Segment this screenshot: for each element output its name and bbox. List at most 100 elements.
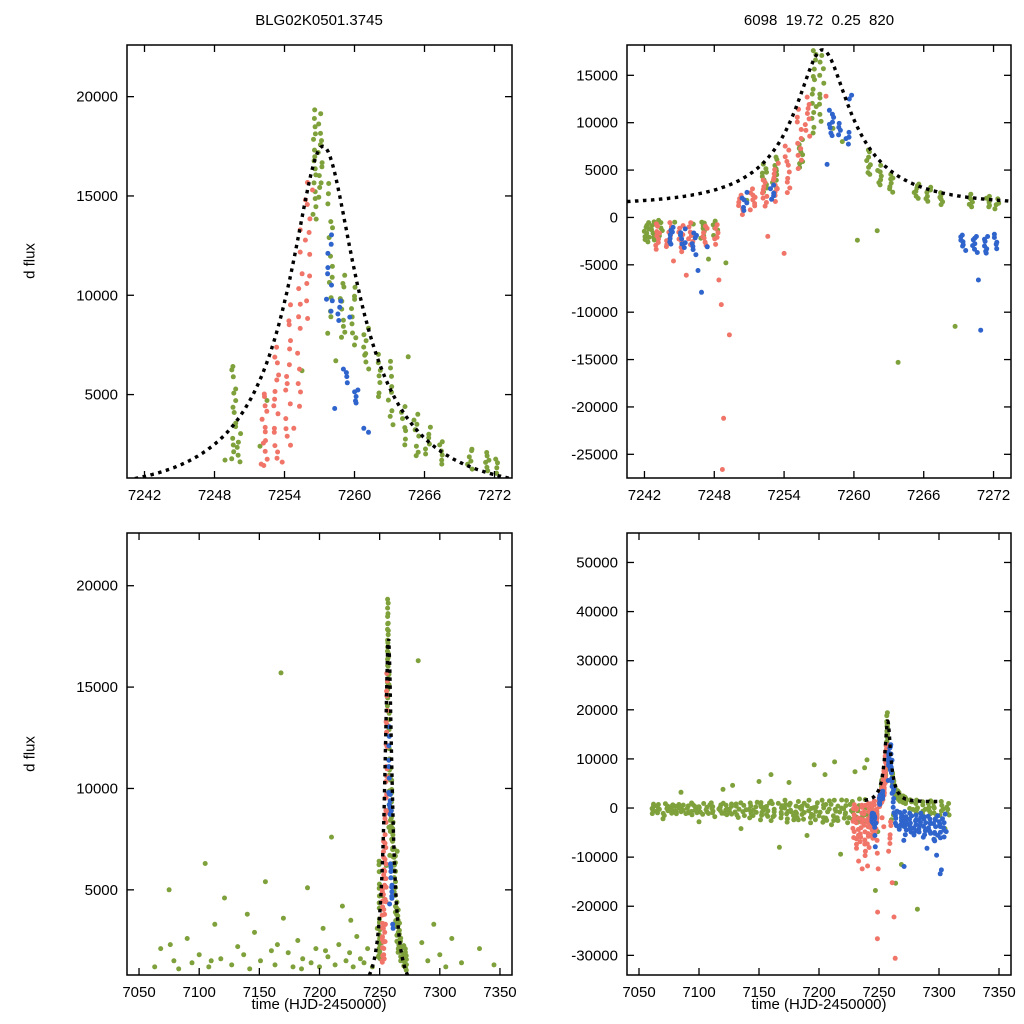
data-point [385, 640, 391, 646]
data-point [846, 134, 852, 140]
data-point [449, 936, 455, 941]
data-point [782, 154, 788, 160]
data-point [469, 466, 475, 472]
data-point [238, 431, 244, 437]
data-point [439, 439, 445, 445]
x-tick-label: 7150 [742, 984, 775, 1001]
data-point [832, 806, 838, 812]
data-point [944, 804, 950, 810]
data-point [376, 390, 382, 396]
data-point [381, 952, 387, 958]
data-point [415, 411, 421, 417]
data-point [851, 812, 857, 818]
data-point [342, 329, 348, 335]
data-point [667, 236, 673, 241]
data-point [805, 106, 811, 111]
data-point [468, 458, 474, 464]
data-point [714, 234, 720, 240]
data-point [389, 893, 395, 899]
data-point [271, 425, 277, 431]
panel-title-event-id: BLG02K0501.3745 [255, 12, 383, 29]
data-point [823, 93, 829, 99]
data-point [838, 851, 844, 857]
data-point [218, 956, 224, 962]
data-point [739, 195, 745, 201]
data-point [991, 231, 997, 237]
x-axis-label-right: time (HJD-2450000) [751, 996, 887, 1013]
data-point [167, 942, 173, 948]
data-point [922, 806, 928, 812]
data-point [872, 833, 878, 838]
data-point [366, 366, 372, 372]
data-point [974, 250, 980, 255]
data-point [784, 159, 790, 164]
panel-bottom-left-data [152, 596, 497, 973]
x-tick-label: 7266 [907, 487, 940, 504]
data-point [823, 802, 829, 807]
data-point [935, 813, 941, 819]
data-point [288, 302, 293, 308]
data-point [297, 249, 303, 255]
green-series-wide_left [152, 658, 497, 972]
data-point [854, 237, 860, 243]
data-point [795, 152, 801, 158]
y-tick-label: -30000 [571, 947, 618, 964]
data-point [726, 332, 732, 338]
data-point [426, 435, 432, 441]
data-point [363, 359, 369, 365]
y-tick-label: 15000 [576, 67, 618, 84]
data-point [275, 411, 281, 417]
data-point [940, 816, 945, 822]
data-point [230, 364, 236, 369]
data-point [817, 111, 823, 117]
data-point [924, 189, 930, 195]
data-point [941, 834, 947, 840]
data-point [388, 365, 393, 371]
data-point [822, 772, 828, 778]
data-point [771, 806, 777, 812]
data-point [385, 620, 391, 626]
data-point [262, 879, 268, 885]
data-point [439, 457, 445, 463]
data-point [926, 804, 932, 810]
data-point [403, 967, 409, 973]
data-point [758, 800, 764, 806]
data-point [781, 250, 787, 256]
data-point [682, 226, 688, 232]
data-point [763, 200, 769, 205]
model-curve [627, 48, 1011, 204]
data-point [477, 946, 482, 952]
data-point [244, 911, 250, 917]
data-point [318, 180, 324, 186]
axes-border-bottom-right [626, 532, 1012, 976]
data-point [830, 119, 835, 125]
data-point [907, 810, 913, 816]
x-tick-label: 7250 [363, 984, 396, 1001]
data-point [357, 956, 363, 962]
data-point [861, 817, 867, 823]
data-point [683, 272, 689, 278]
data-point [700, 234, 706, 240]
data-point [329, 282, 334, 288]
data-point [258, 461, 264, 467]
data-point [415, 658, 421, 664]
data-point [258, 958, 263, 964]
data-point [750, 813, 756, 819]
data-point [491, 962, 497, 968]
data-point [817, 809, 823, 815]
data-point [817, 72, 823, 78]
data-point [339, 903, 345, 909]
data-point [377, 949, 383, 955]
data-point [810, 813, 816, 818]
data-point [202, 861, 208, 866]
red-series-event_right [868, 742, 891, 942]
data-point [741, 813, 747, 819]
data-point [229, 456, 235, 462]
data-point [274, 377, 280, 383]
data-point [918, 810, 924, 816]
data-point [872, 888, 878, 893]
data-point [878, 177, 884, 183]
data-point [719, 467, 725, 472]
data-point [376, 869, 382, 875]
data-point [338, 298, 344, 304]
